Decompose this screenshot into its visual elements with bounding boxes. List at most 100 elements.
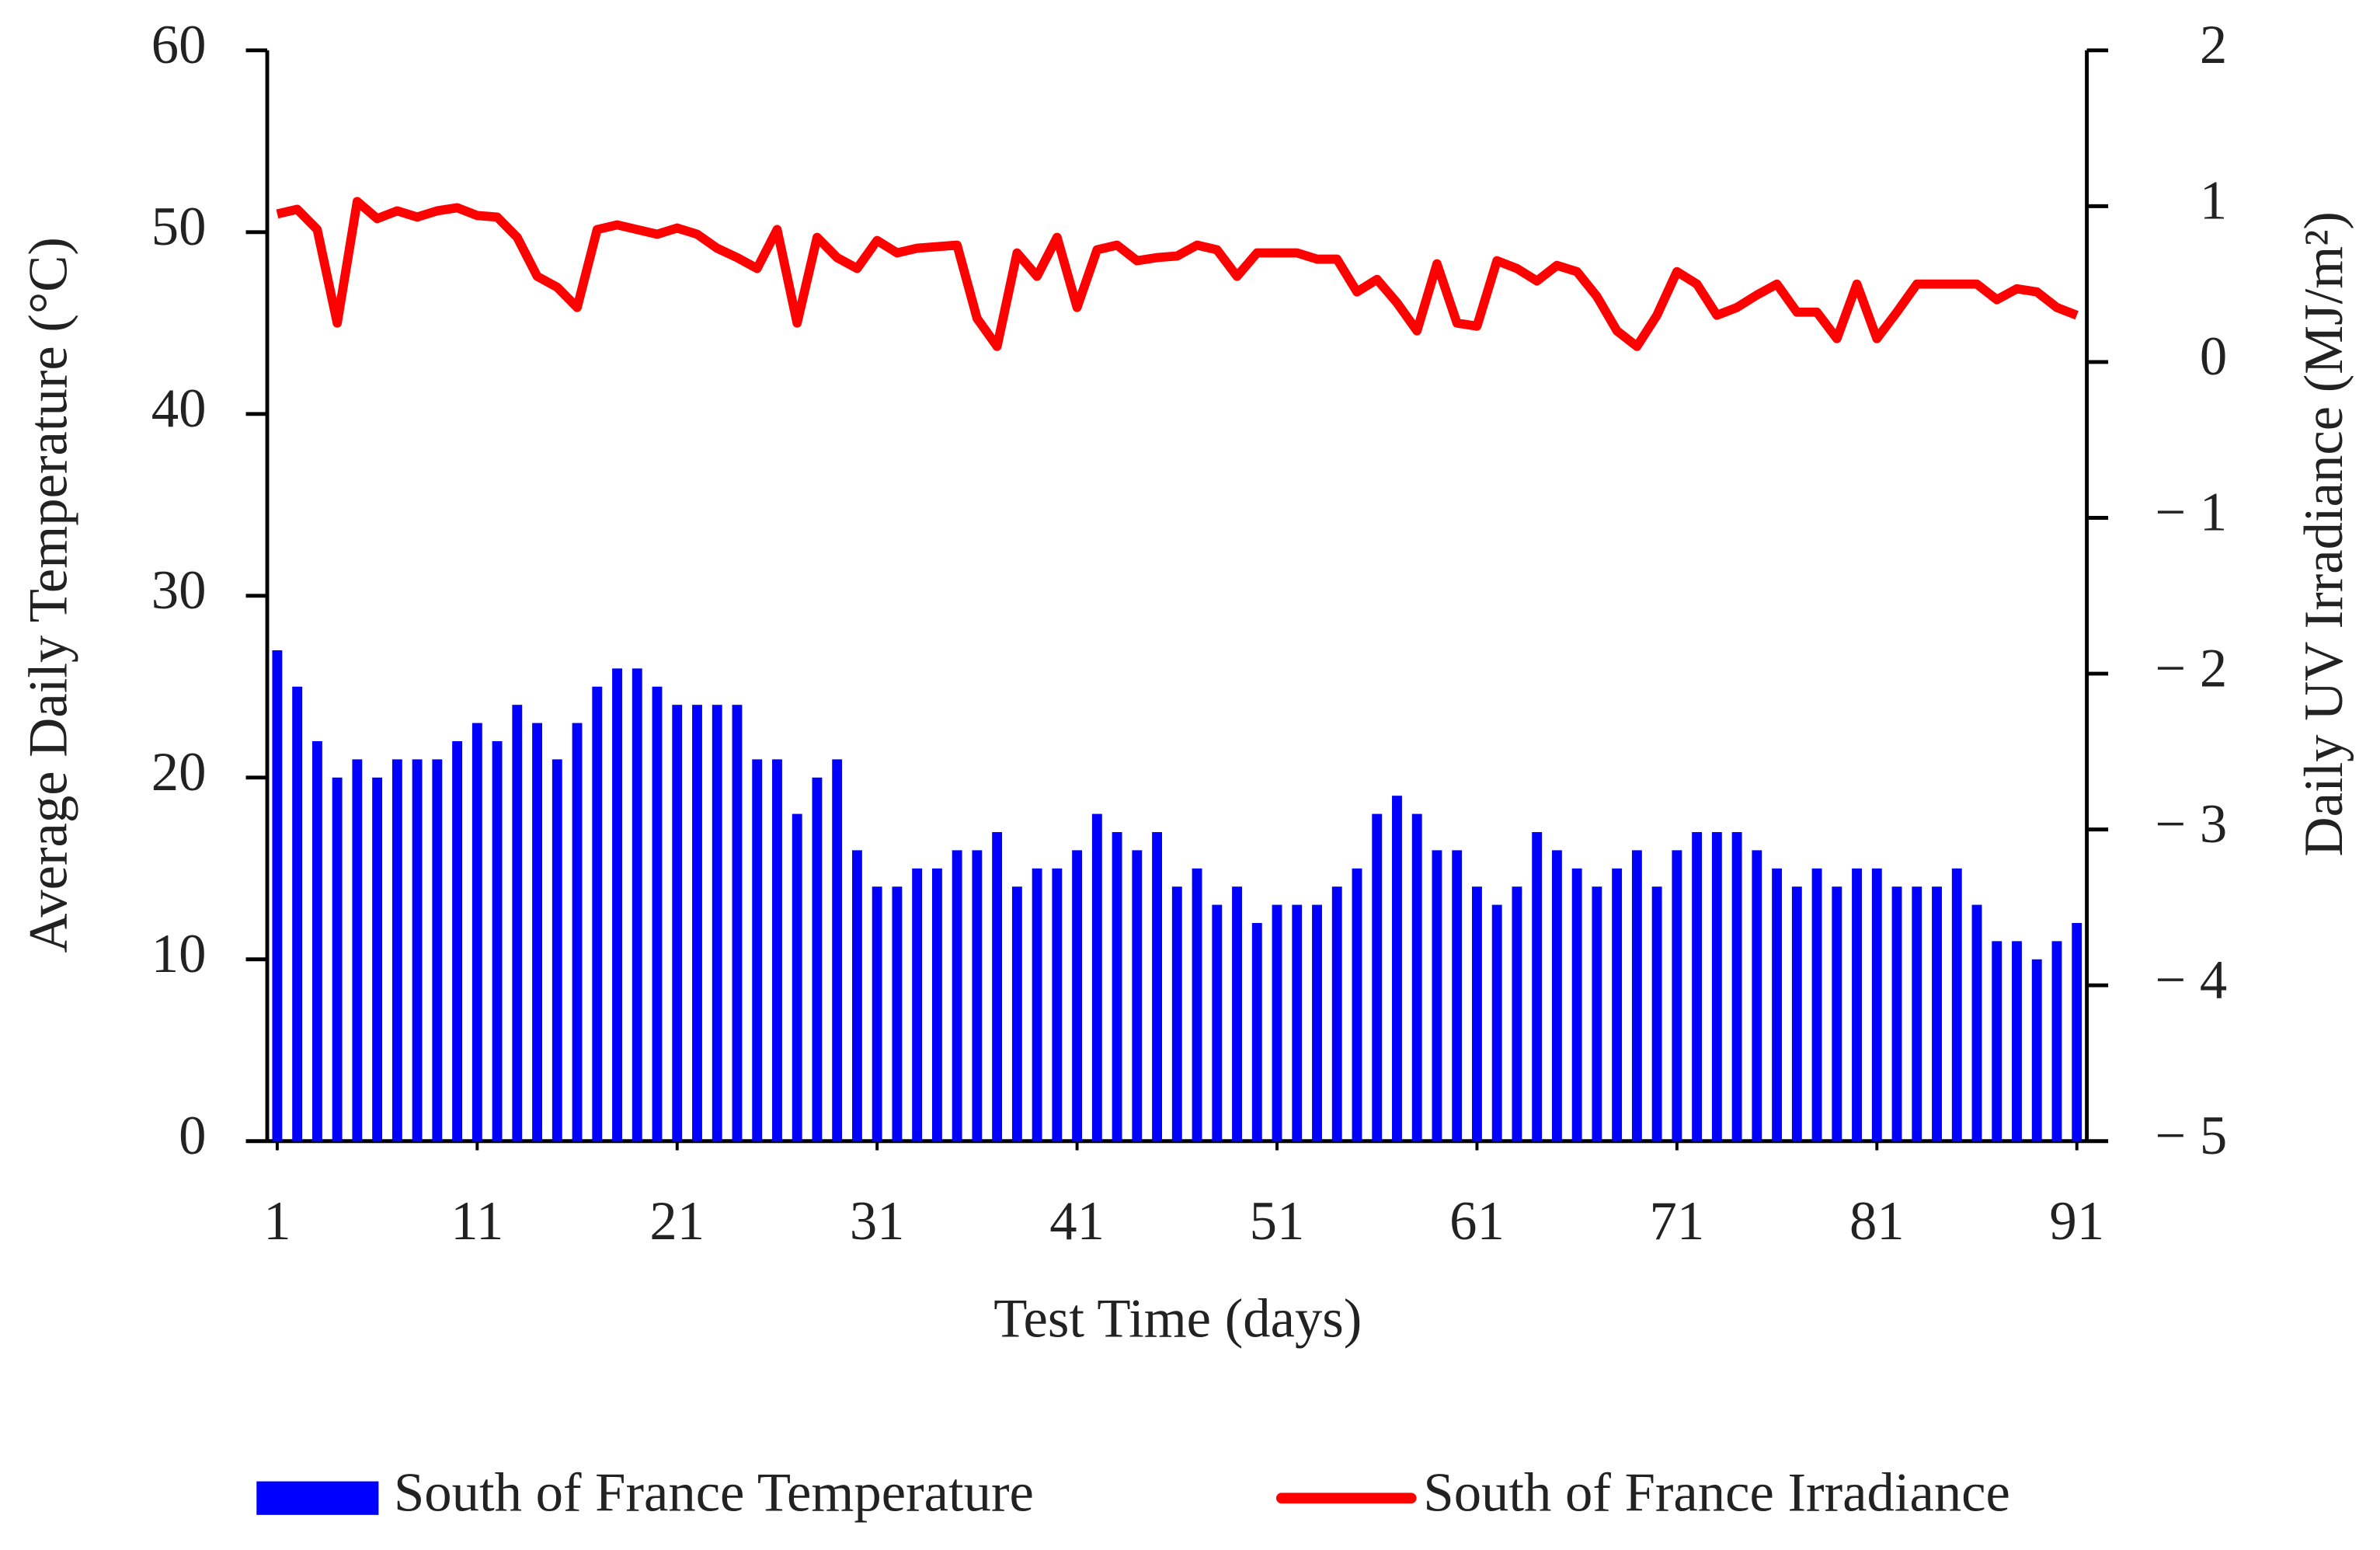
bar (1411, 813, 1422, 1141)
x-tick-label: 41 (1049, 1191, 1105, 1252)
bar (1072, 850, 1083, 1141)
x-tick-label: 61 (1449, 1191, 1505, 1252)
bar (352, 759, 363, 1141)
legend-swatch (256, 1481, 379, 1515)
y2-tick-label: − 3 (2155, 794, 2227, 855)
bar (1811, 868, 1822, 1141)
y2-tick-label: 1 (2200, 171, 2227, 232)
bar (1491, 904, 1502, 1141)
y2-tick-label: 0 (2200, 326, 2227, 387)
x-tick-label: 31 (850, 1191, 905, 1252)
bar (1532, 831, 1543, 1141)
bar (712, 705, 722, 1141)
bar (612, 668, 622, 1141)
bar (1512, 886, 1522, 1141)
bar (311, 740, 322, 1141)
bar (1651, 886, 1662, 1141)
bar (1871, 868, 1882, 1141)
bar (1951, 868, 1962, 1141)
bar (872, 886, 882, 1141)
bar (412, 759, 423, 1141)
bar (572, 723, 583, 1141)
bar (992, 831, 1003, 1141)
bar (772, 759, 782, 1141)
bar (332, 777, 343, 1141)
x-tick-label: 21 (649, 1191, 705, 1252)
bar (1251, 922, 1262, 1141)
bar (2072, 922, 2082, 1141)
y-tick-label: 40 (151, 378, 207, 439)
bar (272, 650, 283, 1141)
bar (1992, 941, 2002, 1141)
bar (1331, 886, 1342, 1141)
bar (1272, 904, 1282, 1141)
y-tick-label: 20 (151, 742, 207, 803)
bar (1392, 796, 1402, 1141)
legend-label: South of France Temperature (394, 1462, 1034, 1523)
x-tick-label: 51 (1250, 1191, 1305, 1252)
y-axis-title: Average Daily Temperature (°C) (18, 237, 78, 953)
bar (1711, 831, 1722, 1141)
y-tick-label: 0 (179, 1106, 206, 1166)
bar (1772, 868, 1783, 1141)
bar (972, 850, 983, 1141)
bar (1912, 886, 1922, 1141)
bar (1452, 850, 1463, 1141)
bar (1551, 850, 1562, 1141)
bar (1791, 886, 1802, 1141)
bar (1631, 850, 1642, 1141)
bar (732, 705, 743, 1141)
bar (2012, 941, 2022, 1141)
bar (1171, 886, 1182, 1141)
bar (851, 850, 862, 1141)
bar (912, 868, 923, 1141)
y2-tick-label: − 2 (2155, 638, 2227, 698)
bar (1971, 904, 1982, 1141)
bar (471, 723, 482, 1141)
bar (292, 686, 303, 1141)
bar (1612, 868, 1623, 1141)
bar (1731, 831, 1742, 1141)
y-tick-label: 50 (151, 197, 207, 257)
bar (1692, 831, 1703, 1141)
bar (1372, 813, 1383, 1141)
bar (1932, 886, 1942, 1141)
bar (1432, 850, 1442, 1141)
bar (1152, 831, 1163, 1141)
bar (391, 759, 402, 1141)
bar (652, 686, 663, 1141)
x-tick-label: 81 (1849, 1191, 1905, 1252)
bar (372, 777, 383, 1141)
bar (1212, 904, 1223, 1141)
y2-tick-label: − 4 (2155, 949, 2227, 1010)
bar (1052, 868, 1063, 1141)
bar (1752, 850, 1762, 1141)
bar (1312, 904, 1322, 1141)
bar (931, 868, 942, 1141)
bar (1571, 868, 1582, 1141)
x-tick-label: 71 (1650, 1191, 1705, 1252)
bar (1011, 886, 1022, 1141)
y-tick-label: 30 (151, 560, 207, 621)
y-tick-label: 10 (151, 924, 207, 984)
y2-tick-label: 2 (2200, 15, 2227, 75)
bar (2031, 959, 2042, 1141)
bar (492, 740, 503, 1141)
y-tick-label: 60 (151, 15, 207, 75)
bar (812, 777, 823, 1141)
bar (1891, 886, 1902, 1141)
y2-tick-label: − 5 (2155, 1106, 2227, 1166)
bar (432, 759, 443, 1141)
bar (1091, 813, 1102, 1141)
bar (752, 759, 763, 1141)
bar (532, 723, 542, 1141)
bar (632, 668, 642, 1141)
bar (1112, 831, 1122, 1141)
legend-label: South of France Irradiance (1423, 1462, 2009, 1523)
y2-axis-title: Daily UV Irradiance (MJ/m²) (2294, 211, 2354, 856)
x-tick-label: 91 (2049, 1191, 2104, 1252)
bar (452, 740, 463, 1141)
bar (792, 813, 802, 1141)
bar (1832, 886, 1842, 1141)
